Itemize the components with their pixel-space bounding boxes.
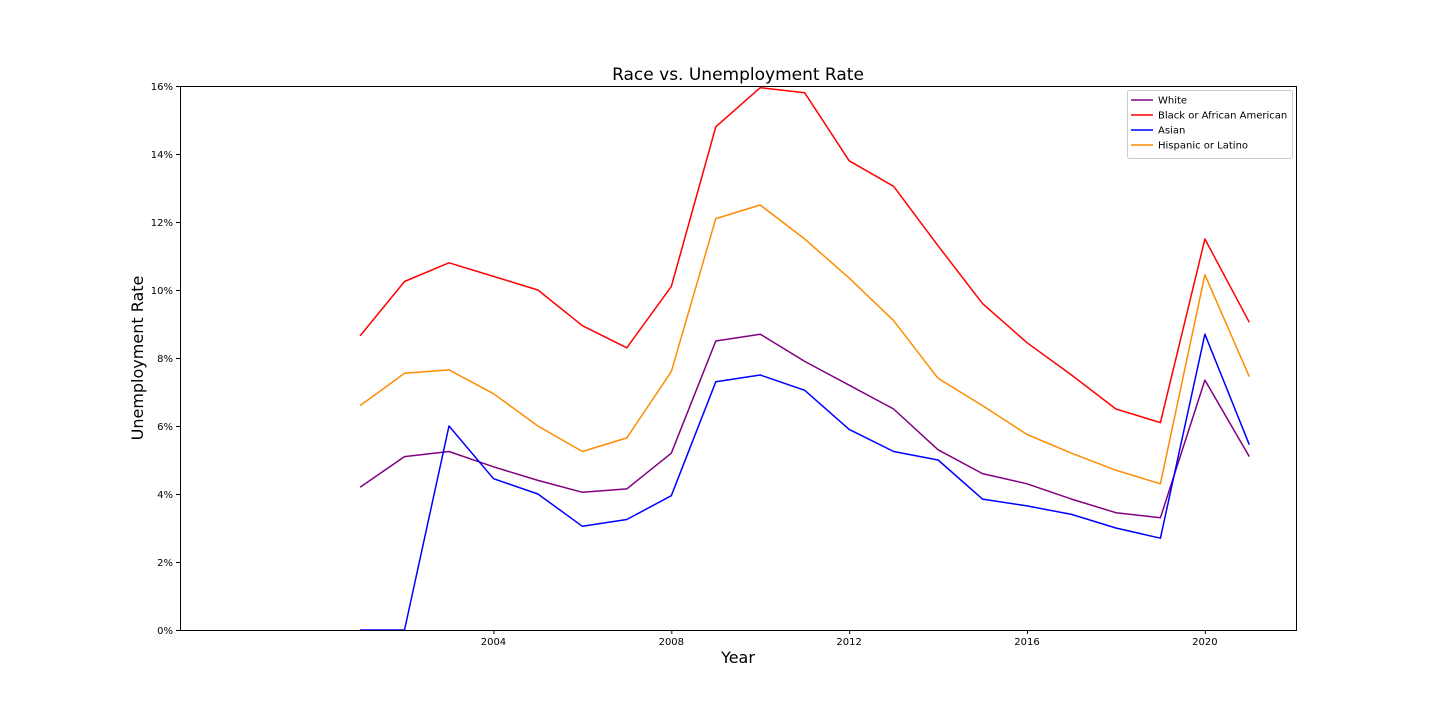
y-tick-label: 4%: [157, 490, 173, 501]
x-tick-label: 2016: [1014, 637, 1039, 648]
legend-box: [1127, 90, 1293, 159]
series-line-white: [359, 333, 1250, 519]
y-tick-label: 16%: [151, 82, 173, 93]
legend-label-asian: Asian: [1158, 126, 1185, 137]
y-tick-label: 6%: [157, 422, 173, 433]
x-axis-ticks: 2004 2008 2012 2016 2020: [481, 630, 1218, 648]
series-line-black-or-african-american: [359, 86, 1250, 424]
series-lines: [359, 86, 1250, 631]
series-line-hispanic-or-latino: [359, 204, 1250, 485]
y-tick-label: 0%: [157, 626, 173, 637]
legend: White Black or African American Asian Hispa…: [1127, 90, 1293, 159]
y-axis-label: Unemployment Rate: [128, 276, 147, 441]
x-tick-label: 2012: [836, 637, 861, 648]
series-line-asian: [360, 333, 1250, 631]
legend-label-white: White: [1158, 96, 1187, 107]
x-tick-label: 2008: [659, 637, 684, 648]
x-tick-label: 2004: [481, 637, 506, 648]
legend-label-hispanic-or-latino: Hispanic or Latino: [1158, 141, 1248, 152]
plot-area-frame: [180, 86, 1297, 631]
x-axis-label: Year: [720, 648, 755, 667]
legend-label-black-or-african-american: Black or African American: [1158, 111, 1287, 122]
chart-title: Race vs. Unemployment Rate: [612, 65, 864, 85]
y-tick-label: 10%: [151, 286, 173, 297]
y-axis-ticks: 0% 2% 4% 6% 8% 10% 12% 14% 16%: [151, 82, 180, 637]
x-tick-label: 2020: [1192, 637, 1217, 648]
y-tick-label: 2%: [157, 558, 173, 569]
y-tick-label: 8%: [157, 354, 173, 365]
y-tick-label: 12%: [151, 218, 173, 229]
y-tick-label: 14%: [151, 150, 173, 161]
